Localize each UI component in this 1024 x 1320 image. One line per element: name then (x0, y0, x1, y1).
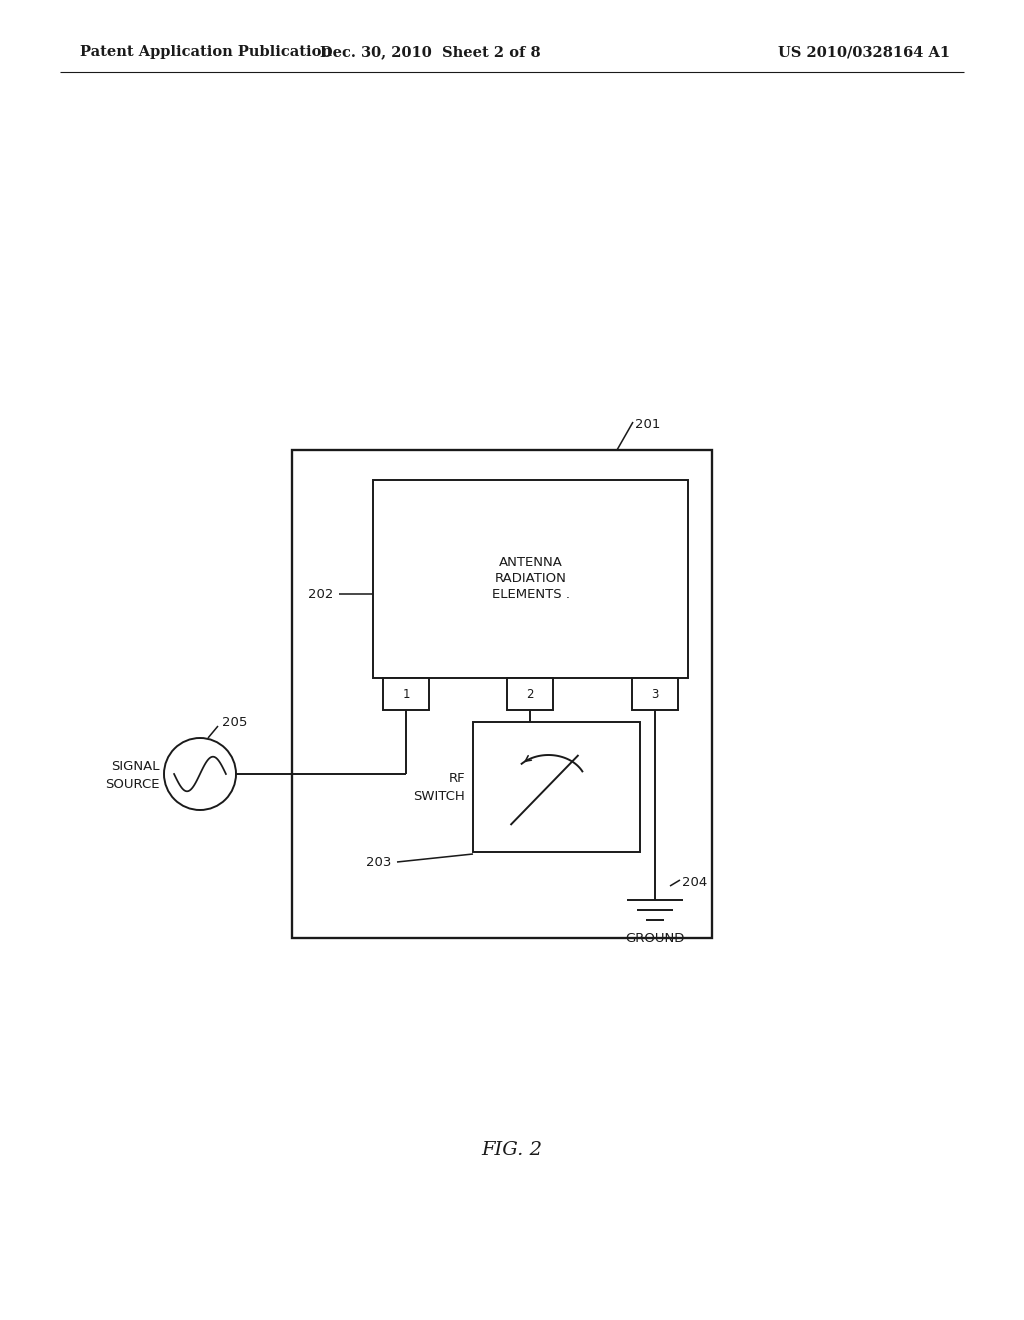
Bar (632, 678, 678, 710)
Text: 2: 2 (526, 688, 534, 701)
Text: 203: 203 (366, 855, 391, 869)
Bar (507, 678, 553, 710)
Text: Dec. 30, 2010  Sheet 2 of 8: Dec. 30, 2010 Sheet 2 of 8 (319, 45, 541, 59)
Text: 204: 204 (682, 875, 708, 888)
Bar (292, 450, 712, 939)
Text: FIG. 2: FIG. 2 (481, 1140, 543, 1159)
Bar (373, 480, 688, 678)
Text: 3: 3 (651, 688, 658, 701)
Text: SOURCE: SOURCE (105, 777, 160, 791)
Text: GROUND: GROUND (626, 932, 685, 945)
Bar (473, 722, 640, 851)
Text: SWITCH: SWITCH (414, 791, 465, 804)
Text: RADIATION: RADIATION (495, 573, 566, 586)
Text: RF: RF (449, 772, 465, 785)
Text: ELEMENTS .: ELEMENTS . (492, 589, 569, 602)
Text: SIGNAL: SIGNAL (112, 759, 160, 772)
Text: Patent Application Publication: Patent Application Publication (80, 45, 332, 59)
Text: 202: 202 (307, 587, 333, 601)
Text: US 2010/0328164 A1: US 2010/0328164 A1 (778, 45, 950, 59)
Bar (383, 678, 429, 710)
Text: ANTENNA: ANTENNA (499, 557, 562, 569)
Text: 201: 201 (635, 418, 660, 432)
Text: 205: 205 (222, 715, 248, 729)
Text: 1: 1 (402, 688, 410, 701)
